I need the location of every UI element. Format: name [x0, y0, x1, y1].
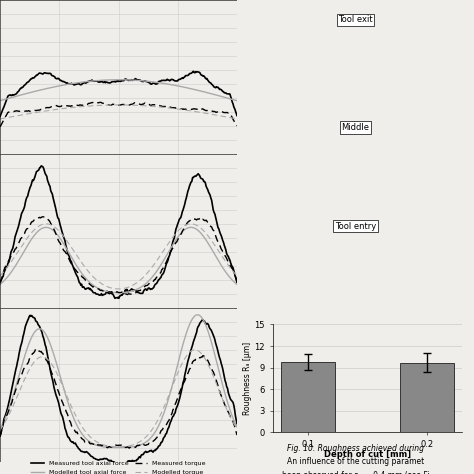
- Text: Fig. 10. Roughness achieved during: Fig. 10. Roughness achieved during: [287, 444, 424, 453]
- Legend: Measured tool axial force, Modelled tool axial force, Measured torque, Modelled : Measured tool axial force, Modelled tool…: [29, 458, 208, 474]
- Y-axis label: Torque [Nm]: Torque [Nm]: [259, 363, 265, 406]
- Text: An influence of the cutting paramet: An influence of the cutting paramet: [287, 457, 424, 466]
- Text: Tool entry: Tool entry: [335, 222, 376, 231]
- Y-axis label: Torque [Nm]: Torque [Nm]: [259, 210, 265, 252]
- Text: been observed for aₑ = 0.4 mm (see Fi: been observed for aₑ = 0.4 mm (see Fi: [282, 471, 429, 474]
- X-axis label: Feed direction angle φ [°]: Feed direction angle φ [°]: [74, 323, 163, 330]
- Text: Middle: Middle: [341, 123, 370, 132]
- Y-axis label: Torque [Nm]: Torque [Nm]: [259, 55, 265, 99]
- X-axis label: Feed direction angle φ [°]: Feed direction angle φ [°]: [74, 169, 163, 176]
- Text: Tool exit: Tool exit: [338, 15, 373, 24]
